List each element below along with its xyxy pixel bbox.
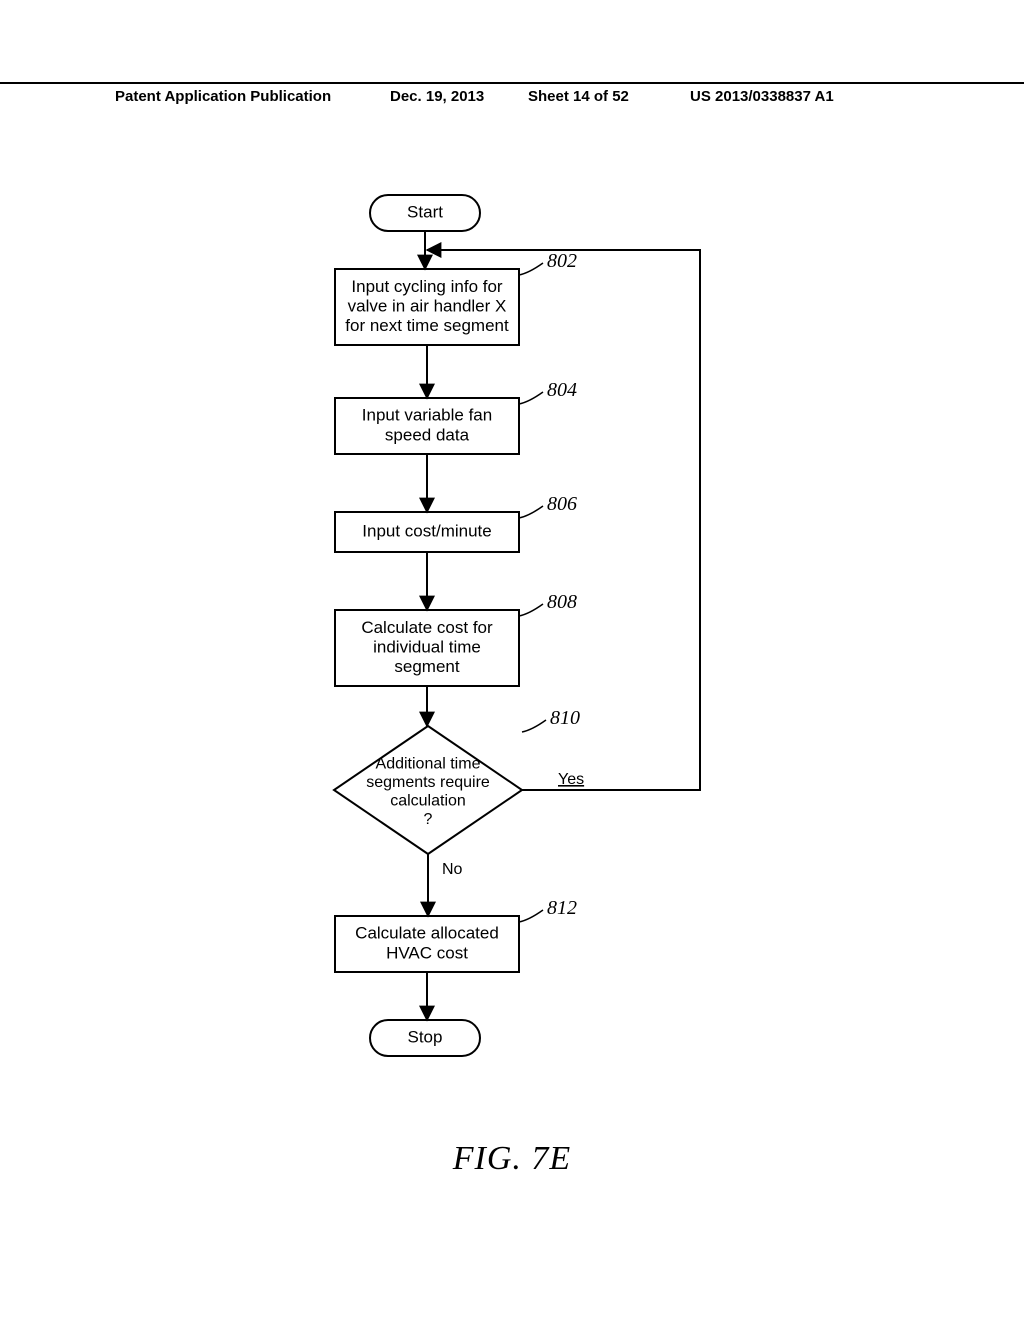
svg-text:Additional timesegments requir: Additional timesegments requirecalculati… [366,756,490,828]
svg-text:806: 806 [547,493,577,515]
svg-text:Calculate cost forindividual t: Calculate cost forindividual timesegment [361,618,493,676]
svg-text:Input cost/minute: Input cost/minute [362,521,491,540]
svg-text:802: 802 [547,250,577,272]
svg-text:808: 808 [547,591,577,613]
flowchart: Start Input cycling info forvalve in air … [0,0,1024,1325]
svg-text:812: 812 [547,897,577,919]
figure-caption: FIG. 7E [453,1140,571,1178]
svg-text:No: No [442,861,463,878]
svg-text:804: 804 [547,379,577,401]
svg-text:810: 810 [550,707,580,729]
svg-text:Input variable fanspeed data: Input variable fanspeed data [362,406,492,445]
svg-text:Stop: Stop [408,1027,443,1046]
page: Patent Application Publication Dec. 19, … [0,0,1024,1320]
svg-text:Start: Start [407,202,443,221]
flowchart-svg: Start Input cycling info forvalve in air … [0,0,1024,1320]
svg-text:Input cycling info forvalve in: Input cycling info forvalve in air handl… [345,277,509,335]
svg-text:Yes: Yes [558,771,584,788]
svg-text:Calculate allocatedHVAC cost: Calculate allocatedHVAC cost [355,924,499,963]
